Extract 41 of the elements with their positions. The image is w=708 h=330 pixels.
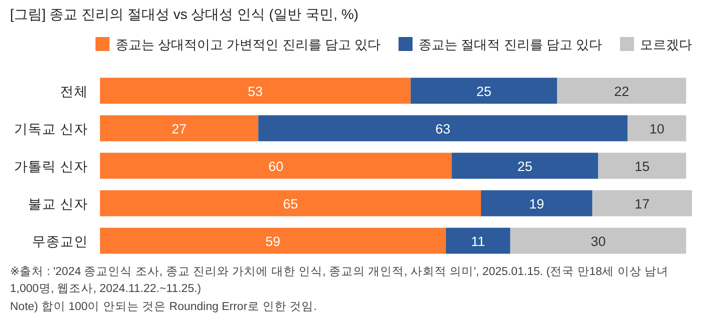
bar: [100, 228, 446, 254]
data-label: 27: [172, 121, 187, 136]
bar: [557, 78, 686, 104]
bar: [592, 190, 692, 216]
data-label: 17: [634, 196, 650, 212]
chart-title: [그림] 종교 진리의 절대성 vs 상대성 인식 (일반 국민, %): [10, 6, 358, 24]
legend-label: 모르겠다: [640, 37, 692, 52]
data-label: 11: [471, 234, 486, 249]
legend-label: 종교는 절대적 진리를 담고 있다: [418, 37, 602, 52]
text: Note) 합이 100이 안되는 것은 Rounding Error로 인한 것임.: [10, 300, 318, 315]
data-label: 59: [265, 234, 280, 249]
data-label: 65: [282, 196, 298, 212]
bar: [100, 152, 452, 179]
data-label: 53: [248, 84, 263, 99]
data-label: 10: [649, 121, 664, 136]
bar: [510, 228, 686, 254]
y-tick-label: 가톨릭 신자: [14, 158, 88, 174]
data-label: 25: [517, 158, 532, 174]
data-label: 60: [268, 158, 284, 174]
y-tick-label: 전체: [60, 84, 88, 99]
y-tick-label: 기독교 신자: [14, 121, 88, 136]
data-label: 22: [614, 84, 630, 99]
bar: [258, 115, 628, 142]
bar: [100, 115, 258, 142]
legend-label: 종교는 상대적이고 가변적인 진리를 담고 있다: [115, 37, 381, 52]
bar: [598, 152, 686, 179]
bar: [100, 190, 481, 216]
data-label: 15: [634, 158, 650, 174]
bar: [628, 115, 686, 142]
y-tick-label: 불교 신자: [28, 196, 88, 212]
y-tick-label: 무종교인: [32, 234, 88, 249]
bar: [410, 78, 558, 104]
bar: [480, 190, 592, 216]
data-label: 19: [529, 196, 544, 212]
data-label: 25: [476, 84, 492, 99]
bar: [100, 78, 411, 104]
bar: [452, 152, 598, 179]
bar: [446, 228, 510, 254]
data-label: 30: [590, 234, 606, 249]
text: ※출처 : '2024 종교인식 조사, 종교 진리와 가치에 대한 인식, 종교의 개인적, 사회적 의미', 2025.01.15. (전국 만18세 이상 남녀 1,000명, 웹조사, 2024.11.22.~11.25.): [10, 265, 670, 297]
data-label: 63: [435, 121, 450, 136]
